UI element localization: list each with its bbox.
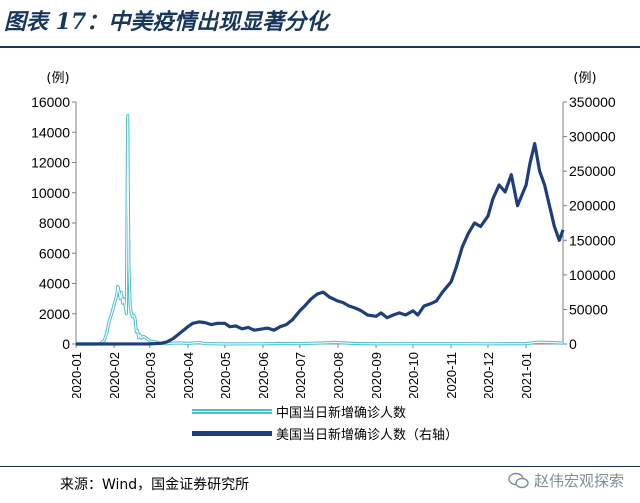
x-tick-label: 2020-01 (69, 352, 84, 398)
x-tick-label: 2020-07 (293, 352, 308, 398)
right-tick-label: 0 (569, 336, 577, 352)
left-tick-label: 12000 (31, 155, 70, 171)
series-line-china-inner (76, 115, 564, 345)
watermark-text: 赵伟宏观探索 (533, 472, 624, 490)
left-tick-label: 16000 (31, 94, 70, 110)
left-tick-label: 4000 (39, 276, 70, 292)
figure-title: 图表 17：中美疫情出现显著分化 (4, 9, 329, 35)
legend-swatch-china (192, 408, 272, 414)
right-tick-label: 100000 (569, 267, 616, 283)
left-tick-label: 0 (62, 336, 70, 352)
legend-label-us: 美国当日新增确诊人数（右轴） (276, 427, 459, 443)
x-tick-label: 2020-02 (107, 352, 122, 398)
footer-rule (0, 466, 640, 467)
right-tick-label: 250000 (569, 163, 616, 179)
legend-label-china: 中国当日新增确诊人数 (276, 405, 407, 421)
right-tick-label: 200000 (569, 198, 616, 214)
left-tick-label: 10000 (31, 185, 70, 201)
x-tick-label: 2020-10 (406, 352, 421, 398)
legend-swatch-us (192, 430, 272, 436)
left-axis-unit: (例) (46, 71, 69, 86)
legend: 中国当日新增确诊人数 美国当日新增确诊人数（右轴） (192, 400, 458, 444)
right-axis-unit: (例) (573, 71, 596, 86)
left-tick-label: 8000 (39, 215, 70, 231)
series-line-us (75, 141, 565, 346)
x-tick-label: 2020-06 (256, 352, 271, 398)
left-tick-label: 14000 (31, 124, 70, 140)
dual-axis-line-chart: (例) (例) 0 2000 4000 6000 8000 10000 12000 14000 16… (31, 71, 616, 398)
x-tick-label: 2020-08 (331, 352, 346, 398)
right-tick-label: 50000 (569, 301, 608, 317)
left-tick-label: 6000 (39, 245, 70, 261)
x-tick-label: 2020-05 (218, 352, 233, 398)
x-tick-label: 2020-09 (369, 352, 384, 398)
right-tick-label: 150000 (569, 232, 616, 248)
legend-item-us: 美国当日新增确诊人数（右轴） (192, 422, 458, 444)
x-tick-label: 2020-03 (143, 352, 158, 398)
source-note: 来源：Wind，国金证券研究所 (60, 477, 250, 493)
right-tick-label: 300000 (569, 129, 616, 145)
x-tick-label: 2020-12 (481, 352, 496, 398)
x-tick-label: 2020-11 (444, 352, 459, 398)
watermark: 赵伟宏观探索 (508, 470, 624, 491)
title-underline (0, 46, 640, 48)
series-line-china (76, 114, 564, 346)
legend-item-china: 中国当日新增确诊人数 (192, 400, 458, 422)
x-tick-label: 2021-01 (519, 352, 534, 398)
wechat-icon (508, 472, 529, 488)
right-tick-label: 350000 (569, 94, 616, 110)
left-tick-label: 2000 (39, 306, 70, 322)
x-tick-label: 2020-04 (181, 352, 196, 398)
